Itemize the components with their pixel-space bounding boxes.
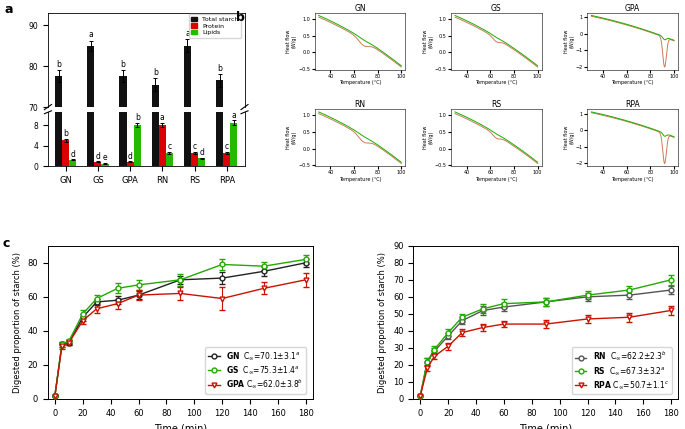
Text: c: c	[225, 142, 229, 151]
Bar	[134, 125, 140, 166]
Bar	[198, 158, 205, 166]
Bar	[166, 384, 173, 394]
Bar	[119, 76, 127, 394]
Bar	[62, 373, 69, 394]
Bar	[198, 388, 205, 394]
Title: GPA: GPA	[625, 4, 640, 13]
Bar	[191, 384, 198, 394]
Bar	[216, 0, 223, 166]
Title: RN: RN	[354, 100, 366, 109]
Legend: $\mathbf{RN}$  C$_\infty$=62.2±2.3$^b$, $\mathbf{RS}$  C$_\infty$=67.3±3.2$^a$, : $\mathbf{RN}$ C$_\infty$=62.2±2.3$^b$, $…	[572, 347, 672, 394]
Bar	[216, 81, 223, 394]
Title: RPA: RPA	[625, 100, 640, 109]
Bar	[230, 123, 238, 166]
Bar	[101, 392, 108, 394]
Bar	[95, 162, 101, 166]
Y-axis label: Heat flow
(W/g): Heat flow (W/g)	[423, 30, 434, 53]
X-axis label: Temperature (°C): Temperature (°C)	[475, 177, 518, 181]
X-axis label: Time (min): Time (min)	[519, 423, 573, 429]
Text: a: a	[5, 3, 13, 16]
Y-axis label: Digested proportion of starch (%): Digested proportion of starch (%)	[13, 252, 22, 393]
Bar	[223, 153, 230, 166]
Text: d: d	[199, 148, 204, 157]
Bar	[223, 384, 230, 394]
Y-axis label: Heat flow
(W/g): Heat flow (W/g)	[286, 126, 297, 149]
Y-axis label: Heat flow
(W/g): Heat flow (W/g)	[564, 30, 575, 53]
Text: c: c	[167, 142, 171, 151]
Bar	[87, 0, 95, 166]
Bar	[230, 359, 238, 394]
X-axis label: Time (min): Time (min)	[153, 423, 207, 429]
X-axis label: Temperature (°C): Temperature (°C)	[338, 80, 382, 85]
Bar	[95, 390, 101, 394]
Bar	[191, 153, 198, 166]
Text: d: d	[127, 152, 133, 161]
Title: RS: RS	[491, 100, 501, 109]
Y-axis label: Digested proportion of starch (%): Digested proportion of starch (%)	[378, 252, 388, 393]
Text: a: a	[88, 30, 93, 39]
Bar	[159, 361, 166, 394]
Title: GS: GS	[491, 4, 501, 13]
Text: a: a	[160, 113, 164, 122]
Bar	[55, 76, 62, 394]
Text: a: a	[232, 111, 236, 120]
Bar	[127, 390, 134, 394]
Bar	[159, 125, 166, 166]
Y-axis label: Heat flow
(W/g): Heat flow (W/g)	[423, 126, 434, 149]
Text: b: b	[63, 129, 68, 138]
Y-axis label: Heat flow
(W/g): Heat flow (W/g)	[564, 126, 575, 149]
Title: GN: GN	[354, 4, 366, 13]
Bar	[101, 163, 108, 166]
Bar	[166, 153, 173, 166]
Legend: Total starch, Protein, Lipids: Total starch, Protein, Lipids	[188, 14, 241, 38]
Text: e: e	[103, 154, 108, 163]
Text: b: b	[153, 68, 158, 77]
Text: b: b	[217, 63, 222, 73]
Bar	[69, 389, 76, 394]
Bar	[119, 0, 127, 166]
Text: c: c	[192, 142, 197, 151]
X-axis label: Temperature (°C): Temperature (°C)	[475, 80, 518, 85]
Text: b: b	[121, 60, 125, 69]
Y-axis label: Heat flow
(W/g): Heat flow (W/g)	[286, 30, 297, 53]
Bar	[62, 140, 69, 166]
Text: a: a	[185, 29, 190, 38]
X-axis label: Temperature (°C): Temperature (°C)	[612, 80, 654, 85]
Bar	[151, 0, 159, 166]
Text: b: b	[135, 113, 140, 122]
Bar	[134, 361, 140, 394]
Bar	[69, 160, 76, 166]
X-axis label: Temperature (°C): Temperature (°C)	[612, 177, 654, 181]
Text: b: b	[56, 60, 61, 69]
Bar	[184, 0, 191, 166]
Text: c: c	[3, 236, 10, 250]
Text: b: b	[236, 11, 245, 24]
Bar	[87, 45, 95, 394]
Legend: $\mathbf{GN}$  C$_\infty$=70.1±3.1$^a$, $\mathbf{GS}$  C$_\infty$=75.3±1.4$^a$, : $\mathbf{GN}$ C$_\infty$=70.1±3.1$^a$, $…	[206, 347, 306, 394]
Text: d: d	[95, 152, 100, 161]
Bar	[55, 0, 62, 166]
Text: d: d	[71, 150, 75, 159]
Bar	[151, 85, 159, 394]
Bar	[184, 45, 191, 394]
Bar	[127, 162, 134, 166]
X-axis label: Temperature (°C): Temperature (°C)	[338, 177, 382, 181]
